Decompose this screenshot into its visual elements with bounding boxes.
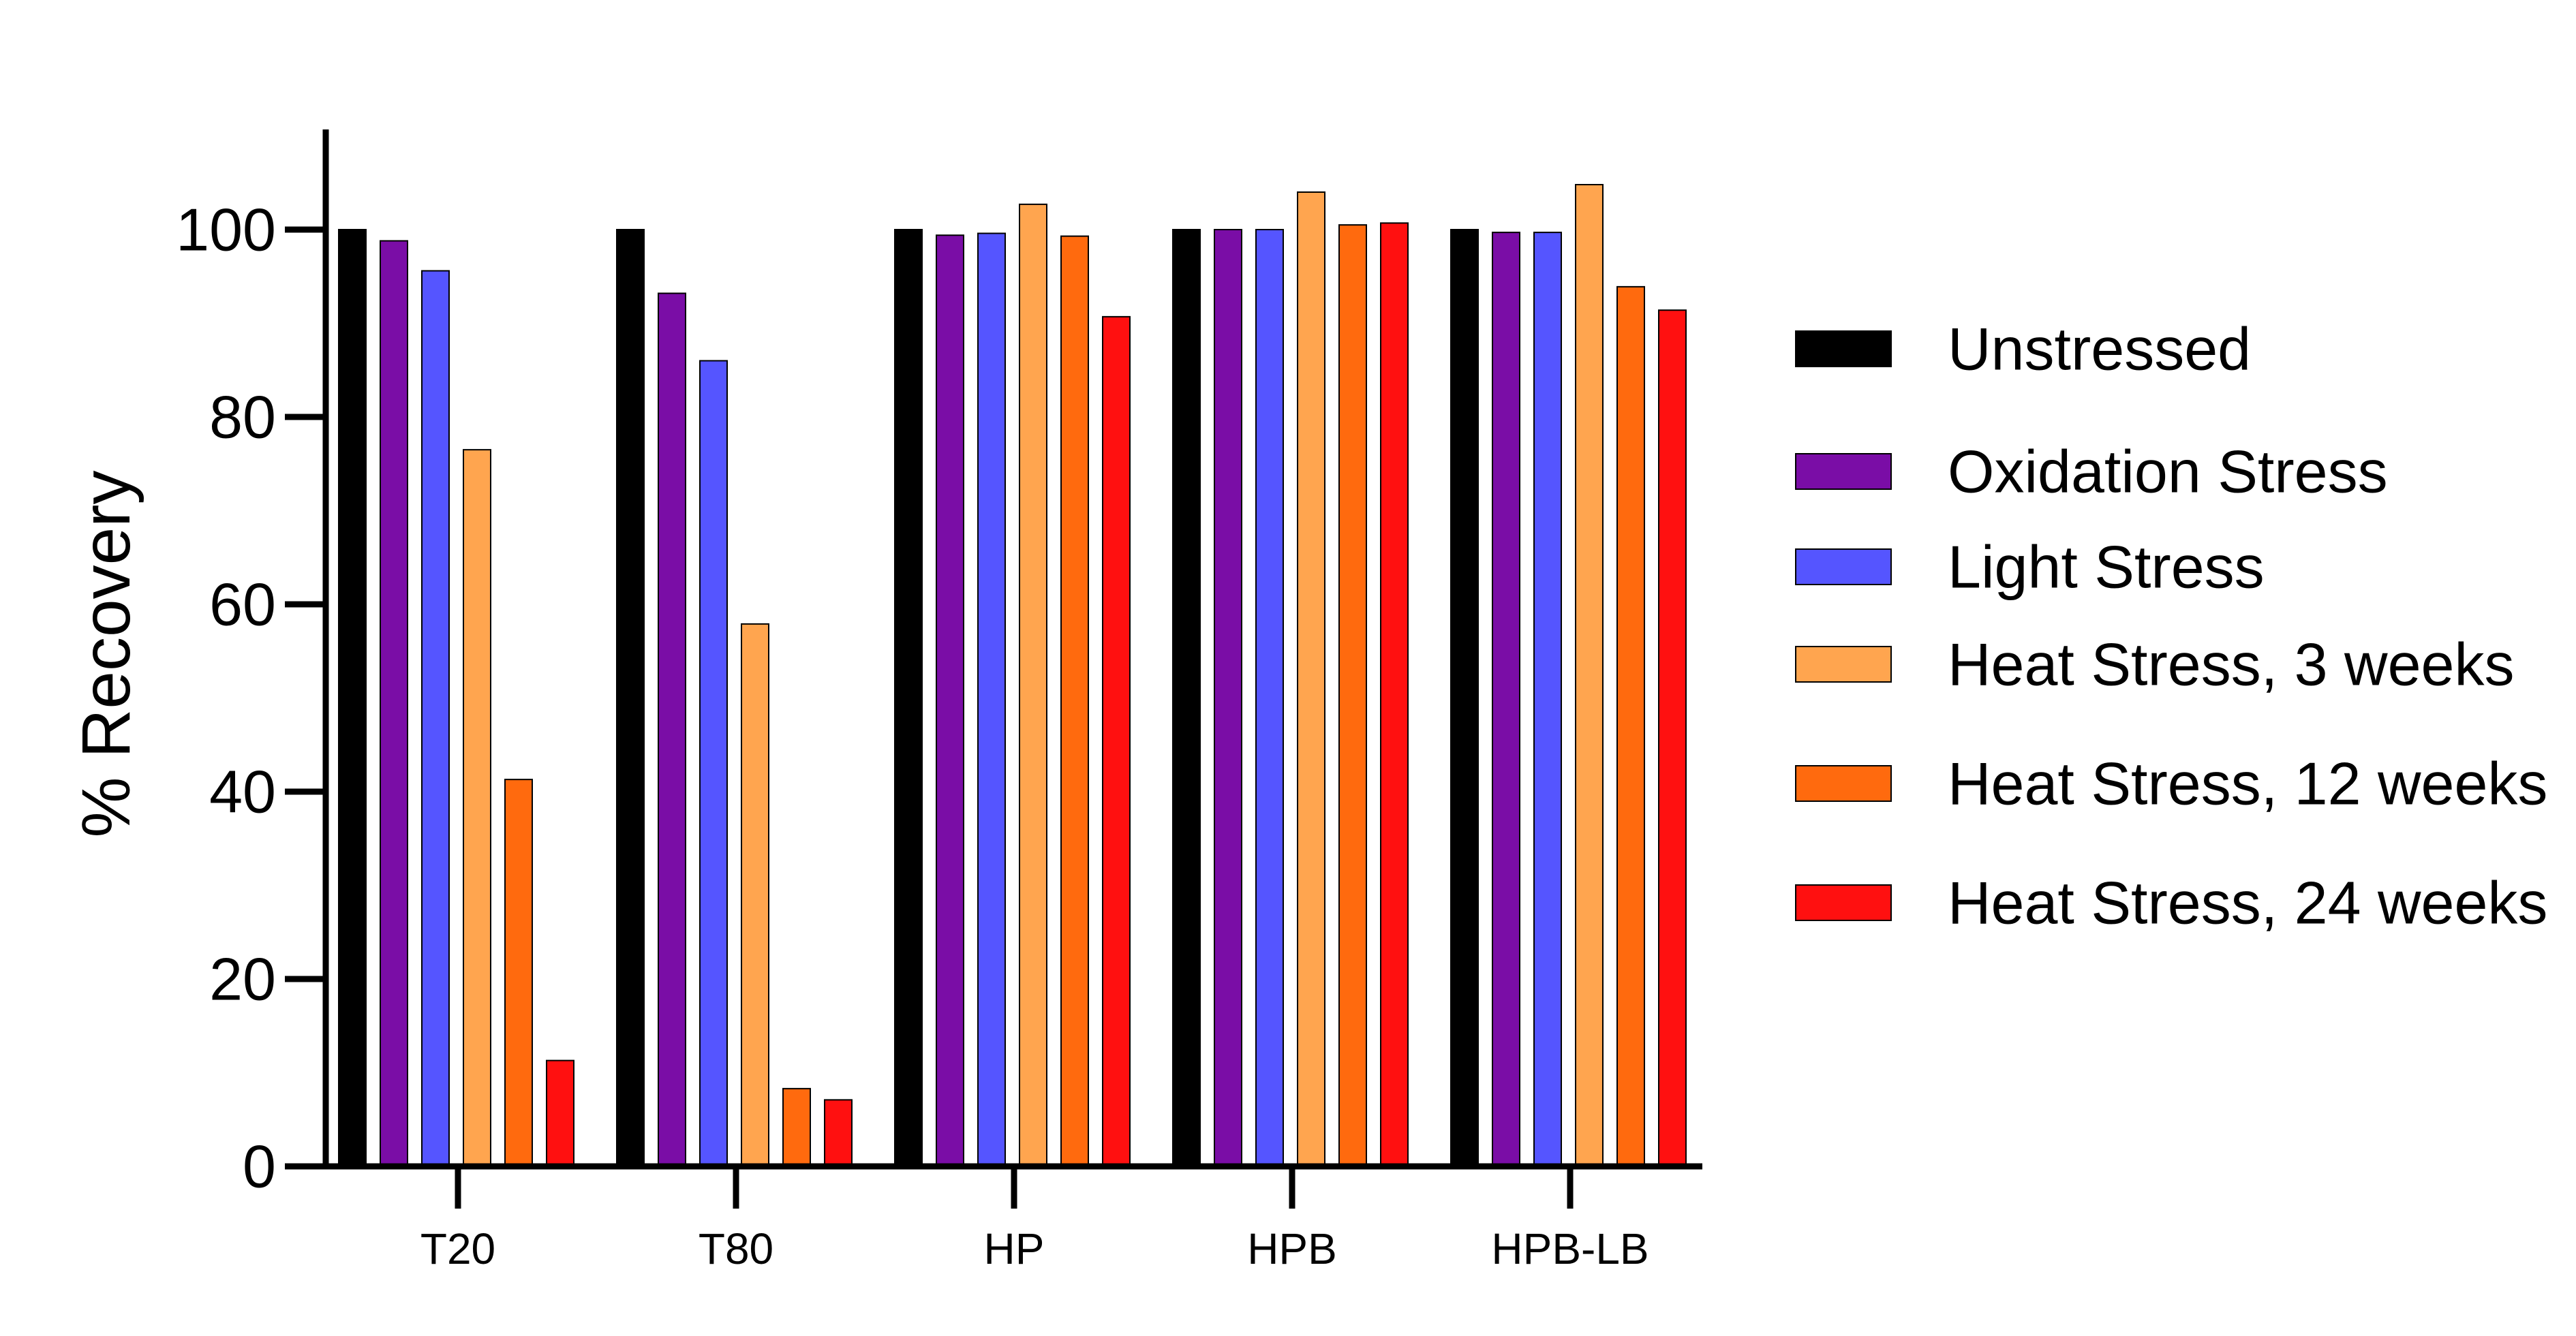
legend-swatch-1: [1795, 330, 1892, 367]
bar-t80-series-4: [741, 623, 769, 1167]
bar-hpb-lb-series-5: [1616, 285, 1645, 1167]
bar-hp-series-2: [936, 234, 964, 1167]
bar-hp-series-1: [894, 229, 923, 1167]
legend-swatch-3: [1795, 548, 1892, 585]
bar-t20-series-6: [546, 1059, 574, 1167]
legend-swatch-2: [1795, 453, 1892, 490]
bars-layer: [338, 184, 1687, 1167]
bar-t20-series-3: [421, 270, 450, 1167]
y-tick-label-80: 80: [209, 384, 276, 451]
bar-hpb-lb-series-1: [1450, 229, 1479, 1167]
bar-t20-series-2: [380, 240, 408, 1167]
bar-hpb-series-6: [1380, 222, 1409, 1167]
bar-hp-series-5: [1060, 235, 1089, 1167]
bar-hpb-series-5: [1338, 224, 1367, 1167]
legend-swatch-5: [1795, 765, 1892, 802]
bar-hpb-series-2: [1214, 229, 1242, 1167]
category-label-t80: T80: [699, 1224, 773, 1273]
bar-hp-series-3: [977, 232, 1006, 1167]
axes-layer: [285, 129, 1702, 1209]
bar-t80-series-3: [699, 360, 728, 1167]
legend-label-2: Oxidation Stress: [1948, 438, 2388, 506]
legend-label-4: Heat Stress, 3 weeks: [1948, 631, 2514, 698]
legend-label-1: Unstressed: [1948, 315, 2251, 383]
category-label-t20: T20: [420, 1224, 495, 1273]
legend-label-5: Heat Stress, 12 weeks: [1948, 750, 2547, 818]
bar-t20-series-5: [504, 779, 533, 1167]
bar-t80-series-5: [782, 1087, 811, 1167]
bar-t80-series-1: [616, 229, 645, 1167]
bar-t80-series-2: [658, 292, 686, 1167]
category-label-hp: HP: [984, 1224, 1045, 1273]
bar-hpb-lb-series-6: [1658, 309, 1687, 1167]
bar-t20-series-1: [338, 229, 367, 1167]
bar-t20-series-4: [463, 449, 491, 1167]
bar-hpb-lb-series-3: [1533, 232, 1562, 1167]
y-tick-label-0: 0: [243, 1133, 276, 1200]
y-tick-label-40: 40: [209, 758, 276, 826]
y-tick-label-100: 100: [176, 196, 276, 264]
bar-hpb-lb-series-2: [1492, 232, 1520, 1167]
bar-hpb-series-3: [1255, 229, 1284, 1167]
category-label-hpb: HPB: [1247, 1224, 1337, 1273]
y-axis-title: % Recovery: [68, 470, 144, 837]
bar-hpb-lb-series-4: [1575, 184, 1604, 1167]
legend-swatch-6: [1795, 884, 1892, 921]
legend: Unstressed Oxidation Stress Light Stress He…: [1795, 315, 2547, 937]
bar-hpb-series-4: [1297, 191, 1325, 1167]
legend-label-6: Heat Stress, 24 weeks: [1948, 869, 2547, 937]
legend-swatch-4: [1795, 646, 1892, 683]
y-tick-label-20: 20: [209, 946, 276, 1013]
y-tick-label-60: 60: [209, 571, 276, 638]
bar-hp-series-4: [1019, 203, 1047, 1167]
bar-hp-series-6: [1102, 315, 1131, 1167]
legend-label-3: Light Stress: [1948, 533, 2265, 601]
bar-hpb-series-1: [1172, 229, 1201, 1167]
labels-layer: 0 20 40 60 80 100 T20 T80 HP HPB HPB-LB % Recovery: [68, 196, 1649, 1274]
bar-t80-series-6: [824, 1099, 853, 1167]
category-label-hpb-lb: HPB-LB: [1491, 1224, 1649, 1273]
